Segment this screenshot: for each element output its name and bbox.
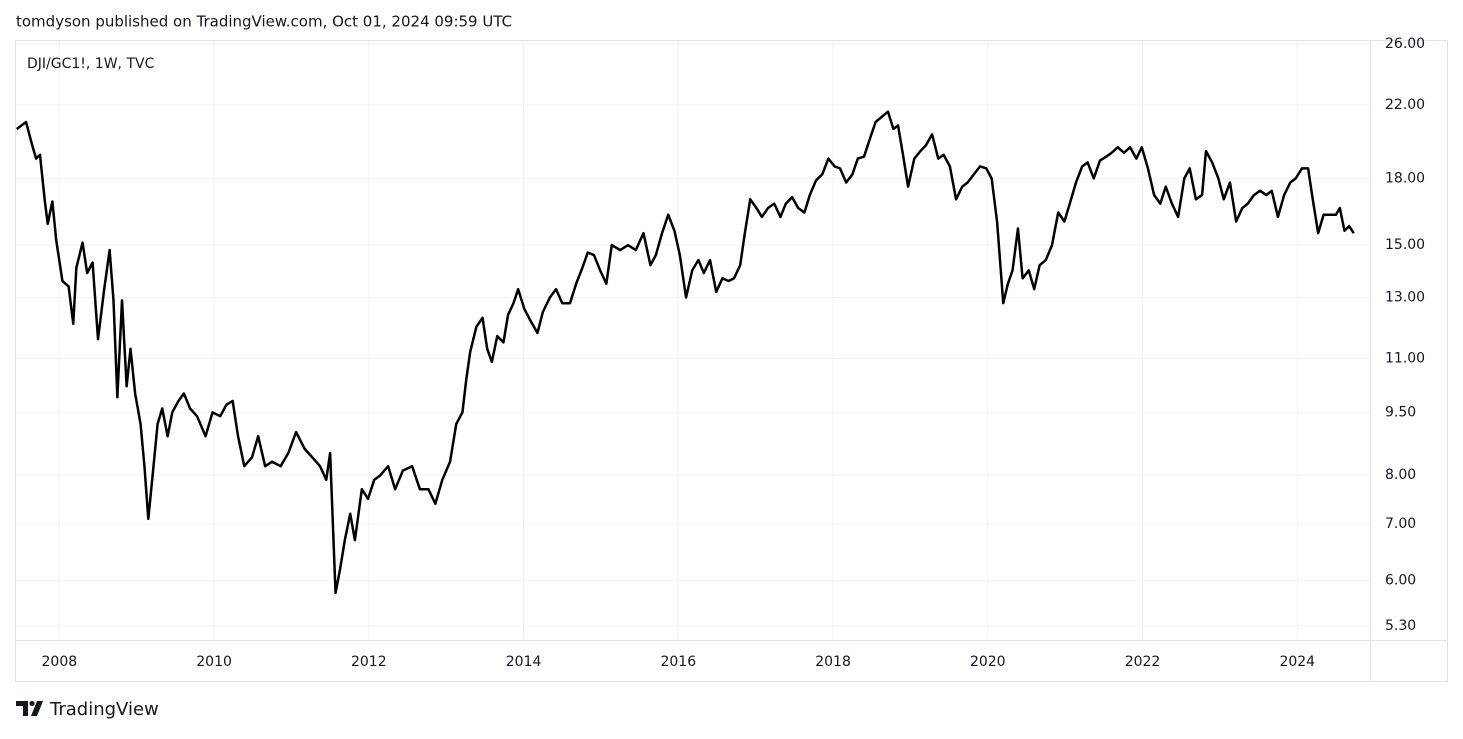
plot xyxy=(16,110,1355,595)
symbol-legend: DJI/GC1!, 1W, TVC xyxy=(27,56,155,72)
x-tick-label: 2016 xyxy=(660,654,696,670)
y-tick-label: 7.00 xyxy=(1385,516,1416,532)
y-tick-label: 22.00 xyxy=(1385,97,1425,113)
y-tick-label: 26.00 xyxy=(1385,36,1425,52)
x-tick-label: 2018 xyxy=(815,654,851,670)
y-tick-label: 15.00 xyxy=(1385,237,1425,253)
x-tick-label: 2014 xyxy=(506,654,542,670)
y-tick-label: 6.00 xyxy=(1385,573,1416,589)
y-tick-label: 8.00 xyxy=(1385,467,1416,483)
x-tick-label: 2010 xyxy=(196,654,232,670)
x-tick-label: 2008 xyxy=(42,654,78,670)
x-tick-label: 2024 xyxy=(1279,654,1315,670)
y-tick-label: 18.00 xyxy=(1385,170,1425,186)
publish-header: tomdyson published on TradingView.com, O… xyxy=(16,13,512,31)
tradingview-logo xyxy=(16,701,43,716)
y-tick-label: 13.00 xyxy=(1385,290,1425,306)
x-tick-label: 2012 xyxy=(351,654,387,670)
chart-frame xyxy=(15,40,1448,682)
y-tick-label: 9.50 xyxy=(1385,404,1416,420)
x-tick-label: 2020 xyxy=(970,654,1006,670)
axes: 5.30 6.00 7.00 8.00 9.50 11.00 13.00 15.00 18.00… xyxy=(42,36,1426,670)
y-tick-label: 11.00 xyxy=(1385,351,1425,367)
y-tick-label: 5.30 xyxy=(1385,618,1416,634)
price-line xyxy=(16,110,1355,595)
x-tick-label: 2022 xyxy=(1125,654,1161,670)
footer-brand: TradingView xyxy=(49,699,159,720)
grid xyxy=(16,41,1370,640)
